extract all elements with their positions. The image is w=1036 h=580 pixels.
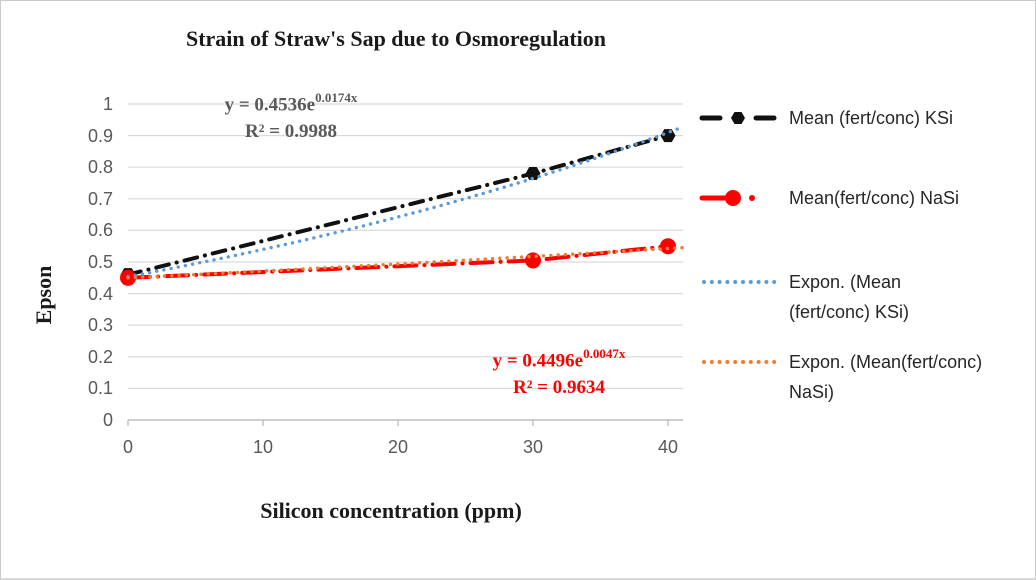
y-tick-label: 0.8: [87, 157, 113, 178]
trendline-equation-nasi: y = 0.4496e0.0047x R² = 0.9634: [448, 341, 670, 401]
x-axis-title: Silicon concentration (ppm): [260, 498, 522, 523]
y-tick-label: 0.6: [87, 220, 113, 241]
equation-ksi-r2: R² = 0.9988: [245, 121, 337, 143]
legend-item-label: Expon. (Mean (fert/conc) KSi): [789, 272, 910, 322]
y-tick-label: 0.4: [87, 283, 113, 304]
trendline-ksi: [126, 125, 685, 279]
legend-item-4: Expon. (Mean(fert/conc) NaSi): [699, 347, 982, 407]
y-tick-label: 1: [102, 94, 113, 114]
y-tick-label: 0.5: [87, 252, 113, 272]
equation-nasi-r2: R² = 0.9634: [513, 377, 605, 399]
legend-sample-dash-circle-dot-icon: [699, 190, 755, 206]
marker-circle-nasi: [525, 252, 541, 269]
equation-ksi-formula: y = 0.4536e0.0174x: [224, 90, 358, 116]
legend-item-2: Mean(fert/conc) NaSi: [699, 183, 959, 213]
equation-nasi-formula: y = 0.4496e0.0047x: [492, 346, 626, 372]
marker-circle-nasi: [660, 238, 676, 255]
legend-item-1: Mean (fert/conc) KSi: [699, 103, 953, 133]
y-tick-label: 0: [102, 410, 113, 430]
y-tick-label: 0.3: [87, 315, 113, 336]
marker-hexagon-ksi: [525, 167, 541, 181]
trendline-nasi: [126, 246, 685, 280]
x-tick-label: 40: [657, 437, 679, 457]
legend-item-label: Mean (fert/conc) KSi: [789, 108, 954, 128]
x-tick-label: 20: [387, 437, 409, 457]
legend-sample-dash-hexagon-dash-icon: [699, 111, 777, 125]
trendline-equation-ksi: y = 0.4536e0.0174x R² = 0.9988: [178, 85, 404, 145]
y-tick-label: 0.9: [87, 125, 113, 146]
legend-item-label: Expon. (Mean(fert/conc) NaSi): [789, 352, 983, 402]
chart-title: Strain of Straw's Sap due to Osmoregulat…: [185, 26, 607, 51]
legend-item-label: Mean(fert/conc) NaSi: [789, 188, 960, 208]
y-tick-label: 0.7: [87, 188, 113, 209]
x-tick-label: 30: [522, 437, 544, 457]
y-tick-label: 0.1: [87, 378, 113, 399]
y-tick-label: 0.2: [87, 346, 113, 367]
legend-sample-dotted-icon: [702, 280, 777, 284]
legend-item-3: Expon. (Mean (fert/conc) KSi): [699, 267, 909, 327]
legend-sample-dotted-icon: [702, 360, 777, 364]
x-tick-label: 10: [252, 437, 274, 457]
x-tick-label: 0: [122, 437, 134, 457]
